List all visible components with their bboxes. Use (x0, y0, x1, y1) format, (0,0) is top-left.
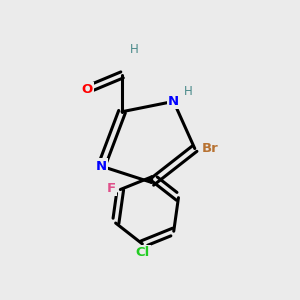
Text: N: N (96, 160, 107, 173)
Text: N: N (168, 95, 179, 108)
Text: Br: Br (202, 142, 218, 155)
Text: O: O (81, 83, 92, 96)
Text: Cl: Cl (135, 246, 149, 259)
Text: H: H (129, 44, 138, 56)
Text: F: F (107, 182, 116, 194)
Text: H: H (184, 85, 193, 98)
